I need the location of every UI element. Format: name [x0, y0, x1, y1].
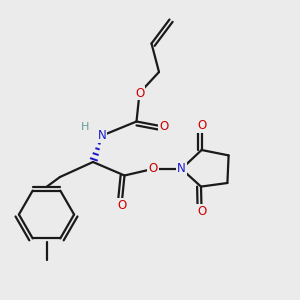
Text: O: O	[159, 120, 168, 133]
Text: O: O	[148, 162, 158, 176]
Text: O: O	[197, 205, 206, 218]
Text: O: O	[135, 86, 144, 100]
Text: N: N	[177, 162, 186, 176]
Text: H: H	[81, 122, 90, 132]
Text: O: O	[197, 119, 206, 132]
Text: O: O	[117, 199, 126, 212]
Text: N: N	[98, 129, 106, 142]
